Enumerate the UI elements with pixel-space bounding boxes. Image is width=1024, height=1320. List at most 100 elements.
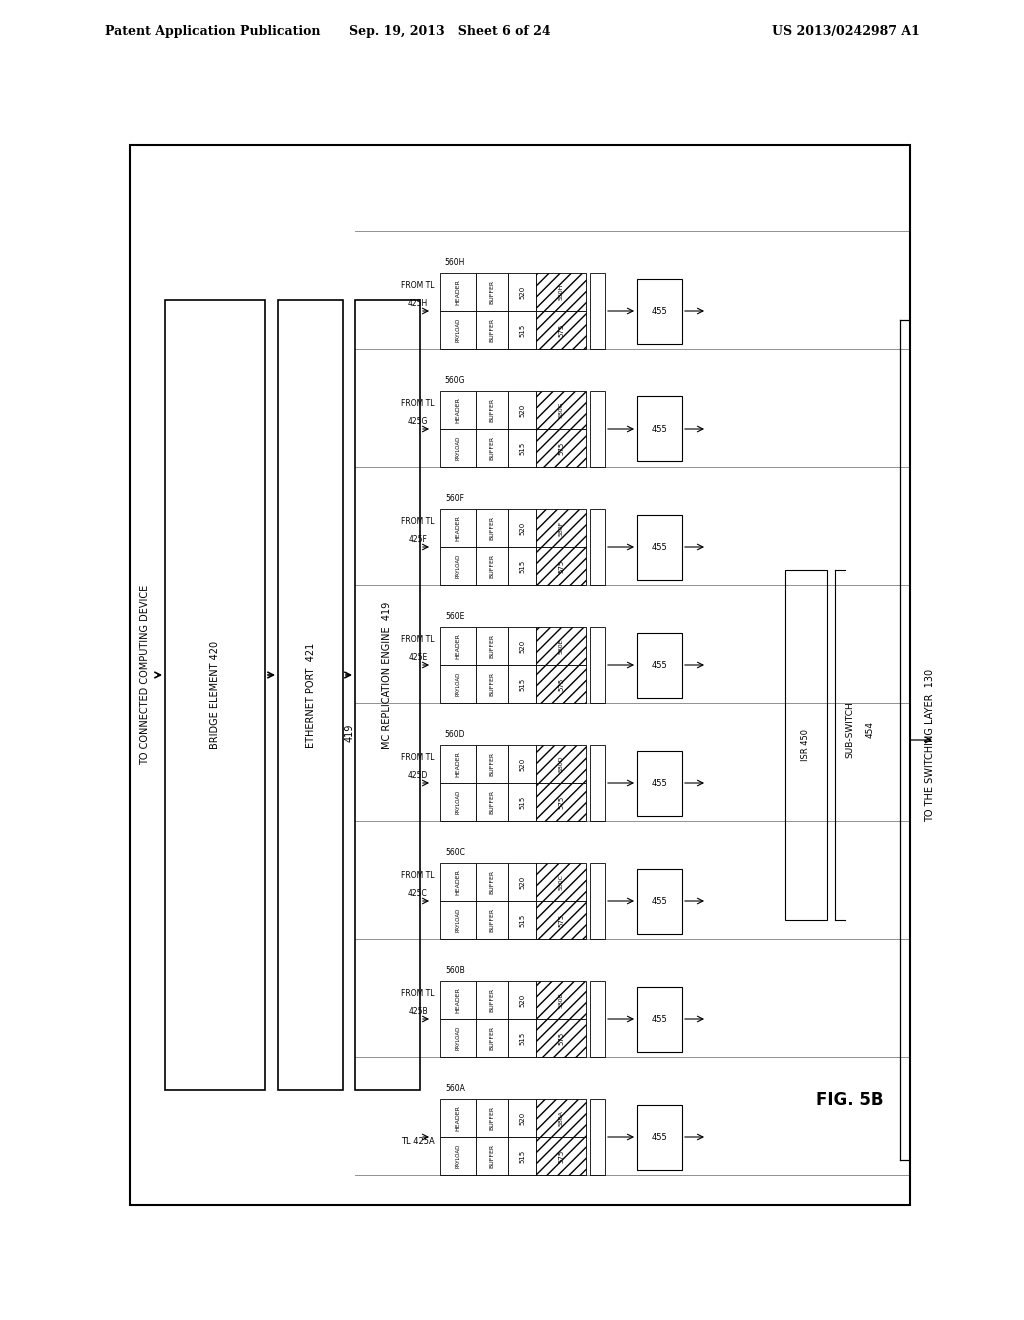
Text: BUFFER: BUFFER — [489, 672, 495, 696]
Text: HEADER: HEADER — [456, 279, 461, 305]
Bar — [165, 300, 265, 1090]
Bar — [637, 396, 682, 462]
Text: 580D: 580D — [558, 756, 563, 772]
Bar — [476, 744, 508, 783]
Bar — [476, 1019, 508, 1057]
Bar — [476, 665, 508, 704]
Text: 455: 455 — [651, 779, 668, 788]
Bar — [476, 902, 508, 939]
Text: Patent Application Publication: Patent Application Publication — [105, 25, 321, 38]
Text: PAYLOAD: PAYLOAD — [456, 672, 461, 696]
Bar — [278, 300, 343, 1090]
Text: BRIDGE ELEMENT 420: BRIDGE ELEMENT 420 — [210, 642, 220, 748]
Bar — [536, 1137, 586, 1175]
Text: 520: 520 — [519, 285, 525, 298]
Bar — [476, 627, 508, 665]
Text: 575: 575 — [558, 677, 564, 690]
Bar — [590, 863, 605, 939]
Text: HEADER: HEADER — [456, 515, 461, 541]
Text: 560D: 560D — [444, 730, 465, 739]
Bar — [508, 312, 536, 348]
Text: HEADER: HEADER — [456, 869, 461, 895]
Text: 575: 575 — [558, 1150, 564, 1163]
Bar — [508, 902, 536, 939]
Bar — [590, 510, 605, 585]
Text: FROM TL: FROM TL — [401, 281, 435, 290]
Text: TO THE SWITCHING LAYER  130: TO THE SWITCHING LAYER 130 — [925, 668, 935, 821]
Bar — [476, 1100, 508, 1137]
Bar — [440, 981, 476, 1019]
Bar — [476, 391, 508, 429]
Text: 560E: 560E — [445, 612, 465, 620]
Bar — [440, 1137, 476, 1175]
Bar — [536, 981, 586, 1019]
Bar — [476, 783, 508, 821]
Bar — [440, 744, 476, 783]
Bar — [508, 783, 536, 821]
Text: FROM TL: FROM TL — [401, 990, 435, 998]
Text: BUFFER: BUFFER — [489, 752, 495, 776]
Bar — [508, 391, 536, 429]
Bar — [130, 145, 910, 1205]
Bar — [536, 429, 586, 467]
Text: BUFFER: BUFFER — [489, 1026, 495, 1051]
Text: 520: 520 — [519, 521, 525, 535]
Bar — [590, 744, 605, 821]
Text: TL 425A: TL 425A — [401, 1137, 435, 1146]
Text: 580F: 580F — [558, 520, 563, 536]
Bar — [637, 279, 682, 343]
Text: 580C: 580C — [558, 874, 563, 890]
Bar — [476, 429, 508, 467]
Text: PAYLOAD: PAYLOAD — [456, 789, 461, 814]
Text: PAYLOAD: PAYLOAD — [456, 318, 461, 342]
Bar — [440, 273, 476, 312]
Text: BUFFER: BUFFER — [489, 1144, 495, 1168]
Text: 419: 419 — [344, 723, 354, 742]
Bar — [355, 300, 420, 1090]
Text: MC REPLICATION ENGINE  419: MC REPLICATION ENGINE 419 — [383, 602, 392, 748]
Text: 560B: 560B — [445, 966, 465, 975]
Text: HEADER: HEADER — [456, 987, 461, 1012]
Text: BUFFER: BUFFER — [489, 789, 495, 814]
Text: BUFFER: BUFFER — [489, 554, 495, 578]
Text: 580G: 580G — [558, 401, 563, 418]
Bar — [440, 546, 476, 585]
Text: HEADER: HEADER — [456, 751, 461, 777]
Text: BUFFER: BUFFER — [489, 1106, 495, 1130]
Bar — [508, 273, 536, 312]
Text: 515: 515 — [519, 677, 525, 690]
Bar — [637, 986, 682, 1052]
Bar — [476, 273, 508, 312]
Text: 580H: 580H — [558, 284, 563, 300]
Bar — [440, 665, 476, 704]
Text: 575: 575 — [558, 1031, 564, 1044]
Bar — [476, 510, 508, 546]
Bar — [590, 627, 605, 704]
Text: 580A: 580A — [558, 1110, 563, 1126]
Text: 425H: 425H — [408, 298, 428, 308]
Text: 580B: 580B — [558, 993, 563, 1008]
Bar — [440, 312, 476, 348]
Text: 425B: 425B — [409, 1006, 428, 1015]
Text: SUB-SWITCH: SUB-SWITCH — [846, 702, 854, 759]
Text: 455: 455 — [651, 543, 668, 552]
Text: 515: 515 — [519, 441, 525, 454]
Text: PAYLOAD: PAYLOAD — [456, 1144, 461, 1168]
Text: 425E: 425E — [409, 652, 428, 661]
Bar — [637, 751, 682, 816]
Text: BUFFER: BUFFER — [489, 318, 495, 342]
Text: 520: 520 — [519, 875, 525, 888]
Bar — [590, 273, 605, 348]
Bar — [536, 783, 586, 821]
Text: 520: 520 — [519, 994, 525, 1007]
Bar — [508, 1100, 536, 1137]
Bar — [508, 744, 536, 783]
Text: BUFFER: BUFFER — [489, 987, 495, 1012]
Bar — [476, 1137, 508, 1175]
Bar — [476, 863, 508, 902]
Text: ETHERNET PORT  421: ETHERNET PORT 421 — [305, 643, 315, 747]
Bar — [476, 312, 508, 348]
Bar — [536, 1019, 586, 1057]
Text: 560A: 560A — [445, 1084, 465, 1093]
Text: 454: 454 — [865, 722, 874, 738]
